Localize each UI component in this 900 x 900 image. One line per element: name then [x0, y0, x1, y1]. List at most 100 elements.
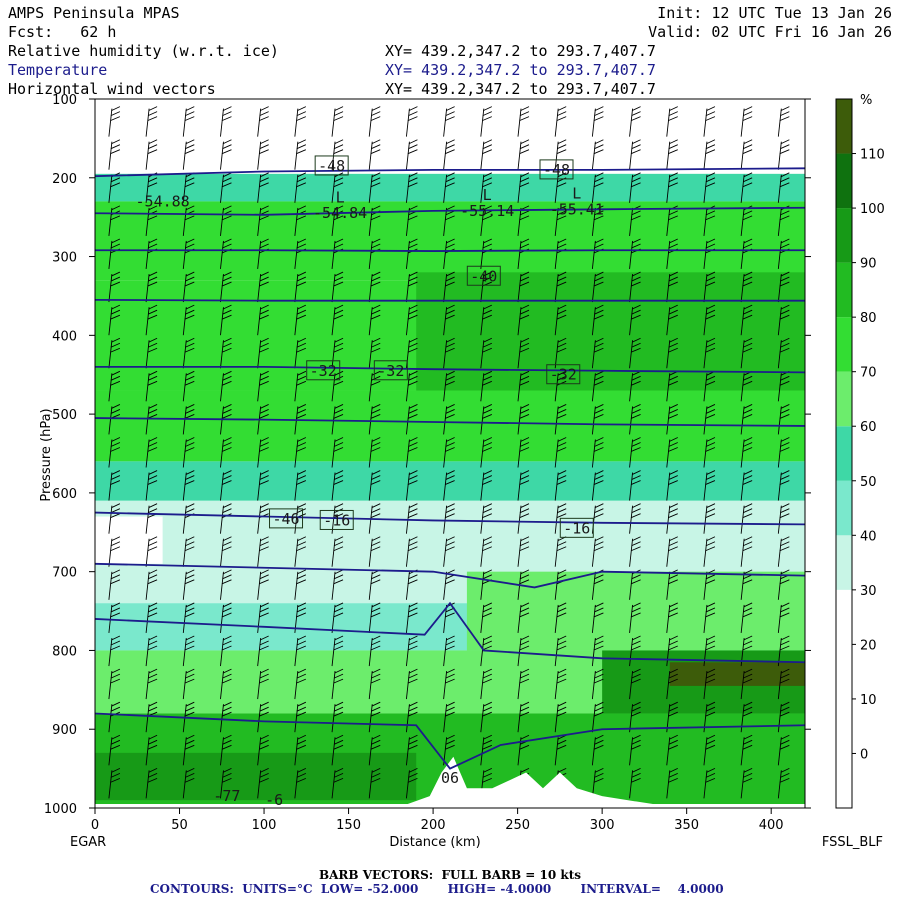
wind-barb [629, 437, 641, 468]
barb-flag [593, 579, 604, 585]
barb-flag [482, 111, 492, 117]
barb-flag [184, 480, 195, 486]
barb-shaft [666, 671, 671, 700]
barb-flag [557, 607, 567, 613]
barb-flag [222, 635, 232, 641]
barb-flag [631, 404, 641, 409]
barb-flag [668, 347, 678, 353]
barb-shaft [703, 240, 708, 270]
barb-flag [705, 508, 716, 514]
barb-flag [222, 342, 232, 348]
wind-barb [368, 271, 381, 303]
wind-barb [554, 304, 567, 336]
colorbar-bin [836, 426, 852, 481]
barb-flag [371, 144, 381, 150]
wind-barb [368, 569, 381, 600]
colorbar-frame [835, 98, 853, 809]
wind-barb [591, 404, 604, 435]
barb-flag [445, 673, 455, 679]
terrain-fill [95, 756, 805, 808]
barb-flag [593, 678, 604, 684]
barb-shaft [294, 472, 299, 501]
wind-barb [294, 271, 307, 303]
barb-flag [333, 777, 344, 783]
barb-flag [705, 177, 716, 183]
barb-flag [444, 678, 455, 684]
barb-shaft [777, 472, 782, 501]
barb-flag [110, 541, 121, 547]
barb-flag [221, 711, 232, 717]
barb-flag [371, 767, 381, 773]
barb-flag [334, 569, 344, 575]
wind-barb [777, 106, 790, 137]
barb-flag [408, 177, 418, 183]
barb-shaft [591, 406, 596, 435]
barb-shaft [591, 174, 596, 203]
barb-flag [259, 569, 269, 575]
barb-shaft [182, 307, 187, 336]
field-xy-rh: XY= 439.2,347.2 to 293.7,407.7 [385, 42, 656, 60]
barb-flag [147, 144, 158, 150]
wind-barb [331, 271, 344, 303]
wind-barb [629, 602, 641, 633]
barb-flag [408, 673, 418, 679]
wind-barb [220, 635, 232, 667]
barb-flag [258, 281, 269, 287]
wind-barb [257, 701, 269, 733]
barb-flag [297, 106, 307, 112]
barb-flag [593, 744, 604, 750]
barb-shaft [331, 704, 336, 733]
barb-flag [631, 673, 641, 679]
barb-flag [111, 238, 121, 244]
barb-flag [482, 612, 492, 618]
barb-flag [371, 442, 381, 447]
barb-flag [297, 767, 307, 773]
barb-flag [259, 172, 269, 178]
barb-flag [408, 475, 418, 480]
barb-flag [594, 337, 604, 343]
barb-flag [630, 579, 641, 585]
wind-barb [517, 404, 530, 435]
wind-barb [145, 139, 158, 170]
annotation-label: -54.88 [136, 192, 190, 210]
wind-barb [629, 304, 641, 336]
barb-flag [221, 447, 232, 452]
colorbar-bin [836, 535, 852, 590]
barb-flag [258, 579, 269, 585]
barb-flag [185, 337, 195, 343]
barb-flag [110, 409, 121, 414]
colorbar-tick-label: 40 [860, 529, 877, 544]
barb-shaft [629, 207, 634, 236]
barb-flag [483, 734, 493, 740]
wind-barb [517, 139, 530, 170]
barb-flag [705, 347, 716, 353]
barb-flag [631, 139, 641, 145]
barb-flag [110, 508, 121, 514]
barb-flag [222, 772, 232, 778]
barb-flag [668, 706, 678, 712]
wind-barb [591, 701, 604, 733]
barb-shaft [108, 671, 113, 700]
barb-shaft [480, 340, 485, 369]
wind-barb [368, 536, 381, 567]
barb-flag [630, 645, 641, 651]
barb-flag [221, 380, 232, 386]
barb-shaft [331, 174, 336, 203]
barb-flag [258, 116, 269, 122]
barb-flag [222, 437, 232, 442]
barb-flag [706, 238, 716, 244]
barb-shaft [777, 704, 782, 733]
barb-shaft [368, 737, 373, 766]
wind-barb [294, 767, 307, 799]
wind-barb [517, 536, 530, 567]
barb-shaft [480, 439, 485, 468]
barb-flag [742, 711, 753, 717]
barb-shaft [108, 373, 113, 402]
barb-shaft [257, 174, 262, 203]
wind-barb [220, 404, 232, 435]
wind-barb [220, 734, 232, 766]
barb-flag [334, 370, 344, 376]
barb-flag [222, 106, 232, 112]
barb-flag [148, 106, 158, 112]
barb-shaft [777, 571, 782, 600]
